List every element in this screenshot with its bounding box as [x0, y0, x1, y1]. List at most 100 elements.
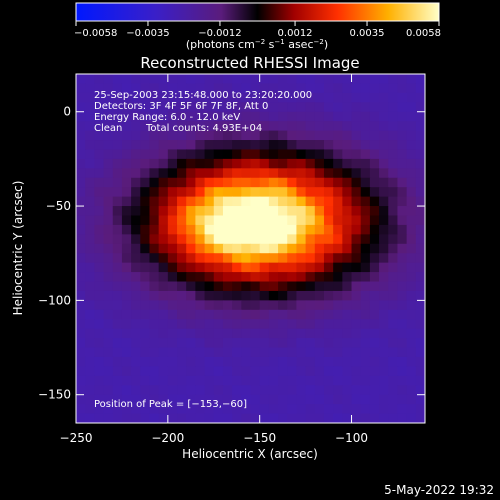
heatmap-cell [149, 224, 160, 235]
heatmap-cell [323, 83, 334, 94]
heatmap-cell [415, 215, 425, 226]
heatmap-cell [167, 356, 178, 368]
heatmap-cell [94, 366, 105, 377]
heatmap-cell [268, 234, 279, 245]
heatmap-cell [112, 413, 123, 423]
heatmap-cell [268, 394, 279, 405]
heatmap-cell [351, 196, 362, 207]
heatmap-cell [140, 385, 151, 396]
heatmap-cell [140, 121, 151, 132]
heatmap-cell [342, 290, 353, 301]
heatmap-cell [85, 253, 95, 264]
colorbar [76, 3, 439, 21]
heatmap-cell [76, 319, 86, 330]
heatmap-cell [241, 404, 252, 415]
heatmap-cell [140, 130, 151, 141]
heatmap-cell [103, 281, 114, 292]
heatmap-cell [268, 281, 279, 292]
heatmap-cell [342, 300, 353, 311]
heatmap-cell [149, 206, 160, 217]
heatmap-cell [149, 196, 160, 207]
heatmap-cell [333, 92, 343, 103]
heatmap-cell [406, 206, 417, 217]
heatmap-cell [369, 281, 380, 292]
heatmap-cell [94, 158, 105, 169]
heatmap-cell [121, 262, 132, 273]
heatmap-cell [323, 74, 334, 85]
heatmap-cell [415, 234, 425, 245]
heatmap-cell [241, 215, 252, 226]
heatmap-cell [268, 215, 279, 226]
heatmap-cell [278, 356, 288, 368]
heatmap-cell [232, 168, 242, 179]
heatmap-cell [103, 215, 114, 226]
heatmap-cell [131, 130, 141, 141]
heatmap-cell [369, 140, 380, 151]
heatmap-cell [85, 356, 95, 368]
heatmap-cell [158, 243, 169, 254]
heatmap-cell [177, 300, 187, 311]
heatmap-cell [259, 149, 270, 160]
heatmap-cell [94, 177, 105, 188]
heatmap-cell [112, 272, 123, 283]
heatmap-cell [121, 375, 132, 386]
heatmap-cell [158, 404, 169, 415]
heatmap-cell [259, 130, 270, 141]
heatmap-cell [213, 272, 224, 283]
heatmap-cell [121, 394, 132, 405]
heatmap-cell [112, 262, 123, 273]
heatmap-cell [296, 224, 307, 235]
heatmap-cell [305, 385, 316, 396]
heatmap-cell [305, 375, 316, 386]
heatmap-cell [222, 375, 233, 386]
heatmap-cell [94, 394, 105, 405]
heatmap-cell [195, 111, 206, 122]
heatmap-cell [314, 187, 325, 198]
heatmap-cell [94, 111, 105, 122]
heatmap-cell [314, 111, 325, 122]
heatmap-cell [351, 253, 362, 264]
heatmap-cell [397, 253, 408, 264]
heatmap-cell [121, 168, 132, 179]
heatmap-cell [342, 92, 353, 103]
heatmap-cell [158, 177, 169, 188]
heatmap-cell [186, 206, 196, 217]
heatmap-cell [85, 309, 95, 320]
heatmap-cell [296, 111, 307, 122]
heatmap-cell [131, 290, 141, 301]
heatmap-cell [232, 413, 242, 423]
heatmap-cell [103, 74, 114, 85]
heatmap-cell [333, 243, 343, 254]
heatmap-cell [333, 404, 343, 415]
heatmap-cell [369, 385, 380, 396]
heatmap-cell [131, 83, 141, 94]
heatmap-cell [222, 158, 233, 169]
heatmap-cell [177, 328, 187, 339]
heatmap-cell [406, 224, 417, 235]
heatmap-cell [204, 394, 215, 405]
heatmap-cell [204, 319, 215, 330]
heatmap-cell [342, 319, 353, 330]
annotation-time-range: 25-Sep-2003 23:15:48.000 to 23:20:20.000 [94, 90, 312, 101]
heatmap-cell [388, 243, 399, 254]
heatmap-cell [232, 206, 242, 217]
heatmap-cell [121, 74, 132, 85]
heatmap-cell [232, 272, 242, 283]
heatmap-cell [369, 149, 380, 160]
heatmap-cell [204, 215, 215, 226]
heatmap-cell [177, 121, 187, 132]
colorbar-tick-label: 0.0035 [350, 28, 385, 39]
annotation-detectors: Detectors: 3F 4F 5F 6F 7F 8F, Att 0 [94, 101, 268, 112]
heatmap-cell [232, 130, 242, 141]
heatmap-cell [177, 404, 187, 415]
heatmap-cell [360, 83, 371, 94]
heatmap-cell [415, 187, 425, 198]
heatmap-cell [94, 92, 105, 103]
heatmap-cell [323, 281, 334, 292]
heatmap-cell [379, 215, 389, 226]
heatmap-cell [158, 92, 169, 103]
heatmap-cell [388, 338, 399, 349]
heatmap-cell [250, 121, 261, 132]
heatmap-cell [259, 413, 270, 423]
heatmap-cell [314, 300, 325, 311]
